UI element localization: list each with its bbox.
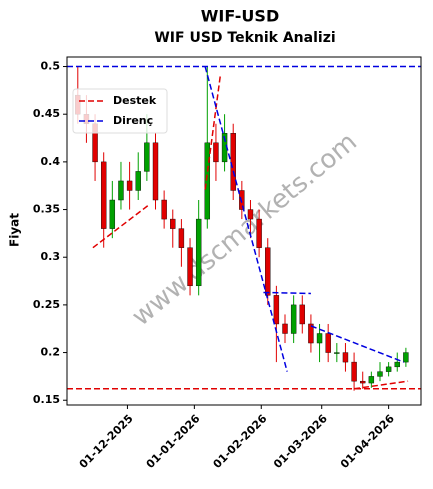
support-line <box>204 75 221 190</box>
x-tick-label: 01-01-2026 <box>144 412 203 471</box>
y-tick-label: 0.35 <box>33 203 60 216</box>
y-tick-label: 0.15 <box>33 393 60 406</box>
candle-body <box>351 361 357 382</box>
candle-body <box>316 333 323 344</box>
x-tick-label: 01-03-2026 <box>271 412 330 471</box>
x-tick-label: 01-02-2026 <box>211 412 270 471</box>
candle-body <box>265 247 271 296</box>
candle-body <box>360 380 366 384</box>
support-line <box>92 204 150 249</box>
candle-body <box>256 218 262 248</box>
candle-body <box>126 180 133 191</box>
x-tick-label: 01-04-2026 <box>338 412 397 471</box>
chart-title: WIF-USD <box>201 7 279 26</box>
candle-body <box>334 352 340 354</box>
candle-body <box>377 371 383 377</box>
candle-body <box>161 199 167 220</box>
candle-body <box>394 361 400 368</box>
candle-body <box>118 180 124 201</box>
candle-body <box>325 333 331 353</box>
candle-body <box>187 247 193 287</box>
candle-body <box>273 295 280 325</box>
candle-body <box>308 323 314 344</box>
candle-body <box>299 304 305 325</box>
y-tick-label: 0.45 <box>33 107 60 120</box>
candle-body <box>178 228 185 248</box>
candle-body <box>230 133 236 191</box>
y-tick-label: 0.2 <box>41 346 61 359</box>
candle-body <box>195 218 202 287</box>
candle-body <box>290 304 297 334</box>
candle-body <box>239 190 245 210</box>
watermark: www.dscmarkets.com <box>126 127 363 332</box>
candle-body <box>100 161 107 229</box>
resistance-line <box>204 66 288 372</box>
y-tick-label: 0.5 <box>41 60 61 73</box>
legend-label: Destek <box>113 94 157 107</box>
candle-body <box>144 142 150 172</box>
support-line <box>353 380 409 390</box>
candle-body <box>109 199 116 229</box>
legend-label: Direnç <box>113 114 153 127</box>
plot-frame <box>66 56 422 406</box>
candle-body <box>135 171 141 191</box>
y-axis-label: Fiyat <box>8 213 22 247</box>
y-tick-label: 0.4 <box>41 155 61 168</box>
candle-body <box>152 142 159 201</box>
resistance-line <box>263 291 311 295</box>
candle-body <box>368 376 375 384</box>
candle-body <box>213 142 219 163</box>
y-tick-label: 0.25 <box>33 298 60 311</box>
candle-body <box>247 209 254 220</box>
candle-body <box>170 218 176 229</box>
x-tick-label: 01-12-2025 <box>77 412 136 471</box>
candle-body <box>403 352 409 363</box>
legend-box <box>72 88 168 134</box>
y-tick-label: 0.3 <box>41 250 61 263</box>
candle-body <box>204 142 211 220</box>
resistance-line <box>310 325 405 363</box>
candle-body <box>342 352 349 363</box>
candle-body <box>385 366 392 372</box>
candle-body <box>282 323 288 334</box>
chart-subtitle: WIF USD Teknik Analizi <box>154 30 335 46</box>
